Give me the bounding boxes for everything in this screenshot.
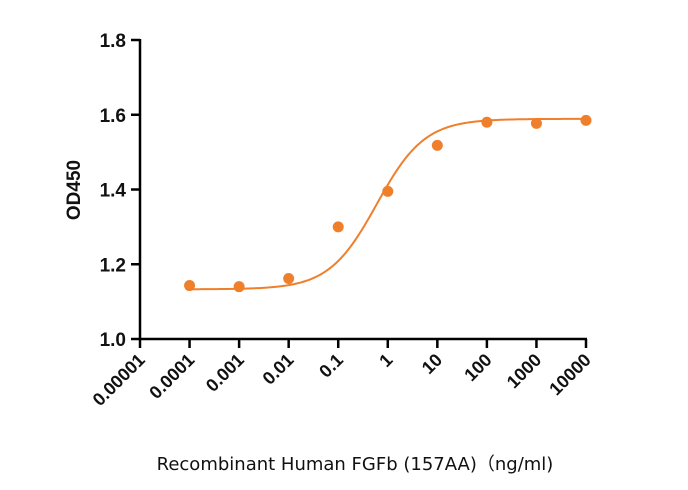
x-tick-label: 0.0001 xyxy=(145,350,198,403)
y-tick-label: 1.0 xyxy=(100,330,126,351)
plot-area xyxy=(184,114,592,293)
x-tick-label: 1000 xyxy=(503,350,545,392)
x-tick-label: 10000 xyxy=(545,350,595,400)
y-tick-label: 1.4 xyxy=(100,181,127,202)
axis-lines xyxy=(138,39,587,341)
x-tick-label: 0.01 xyxy=(259,350,298,389)
fitted-curve xyxy=(189,117,586,291)
data-point xyxy=(283,272,295,284)
y-tick-label: 1.8 xyxy=(100,31,126,52)
data-point xyxy=(184,280,196,292)
y-axis-ticks: 1.0 1.2 1.4 1.6 1.8 xyxy=(100,31,140,351)
x-tick-label: 0.1 xyxy=(315,350,347,382)
data-point xyxy=(580,114,592,126)
y-axis-label: OD450 xyxy=(64,160,85,220)
x-tick-label: 0.00001 xyxy=(89,350,149,410)
data-point xyxy=(382,185,394,197)
axes xyxy=(138,39,587,341)
y-tick-label: 1.2 xyxy=(100,255,126,276)
data-point xyxy=(233,281,245,293)
x-tick-label: 100 xyxy=(460,350,495,385)
y-tick-label: 1.6 xyxy=(100,106,126,127)
data-point xyxy=(431,139,443,151)
x-tick-label: 1 xyxy=(375,350,396,371)
data-point xyxy=(481,116,493,128)
data-point xyxy=(332,221,344,233)
data-point xyxy=(530,117,542,129)
x-axis-label: Recombinant Human FGFb (157AA)（ng/ml) xyxy=(157,454,554,475)
x-tick-label: 0.001 xyxy=(202,350,248,396)
x-tick-label: 10 xyxy=(418,350,446,378)
